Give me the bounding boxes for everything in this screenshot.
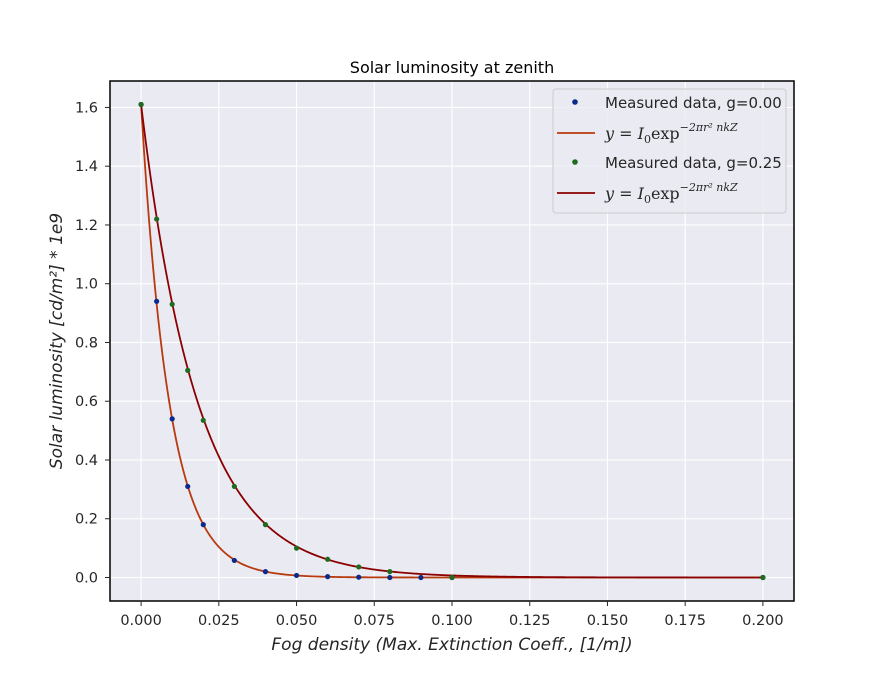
x-axis-ticks: 0.000 0.025 0.050 0.075 0.100 0.125 0.150 0.175… bbox=[120, 601, 784, 629]
data-point-2 bbox=[138, 101, 144, 108]
data-point-0 bbox=[293, 572, 300, 579]
formula-sup: −2πr² nkZ bbox=[680, 121, 738, 134]
legend-marker-g025 bbox=[572, 159, 578, 165]
formula-sub: 0 bbox=[644, 133, 651, 146]
y-tick-label: 1.0 bbox=[75, 277, 98, 293]
data-point-2 bbox=[387, 569, 393, 575]
formula-main: y = I bbox=[604, 184, 645, 203]
data-point-0 bbox=[356, 574, 362, 580]
y-axis-ticks: 0.0 0.2 0.4 0.6 0.8 1.0 1.2 1.4 1.6 bbox=[75, 100, 110, 586]
y-tick-label: 1.6 bbox=[75, 100, 98, 116]
x-tick-label: 0.175 bbox=[664, 613, 706, 629]
x-tick-label: 0.200 bbox=[742, 613, 784, 629]
y-tick-label: 1.2 bbox=[75, 218, 98, 234]
y-axis-label: Solar luminosity [cd/m²] * 1e9 bbox=[47, 213, 67, 469]
data-point-0 bbox=[387, 574, 393, 581]
formula-sub: 0 bbox=[644, 193, 651, 206]
legend-formula-g025: y = I0exp−2πr² nkZ bbox=[604, 181, 738, 206]
data-points bbox=[138, 101, 766, 581]
y-tick-label: 0.6 bbox=[75, 394, 98, 410]
x-axis-label: Fog density (Max. Extinction Coeff., [1/… bbox=[271, 635, 632, 655]
data-point-0 bbox=[154, 298, 160, 304]
data-point-2 bbox=[262, 522, 269, 528]
legend-label-g000: Measured data, g=0.00 bbox=[605, 94, 782, 112]
legend-label-g025: Measured data, g=0.25 bbox=[605, 154, 782, 172]
y-tick-label: 1.4 bbox=[75, 159, 98, 175]
data-point-0 bbox=[200, 522, 206, 528]
data-point-0 bbox=[325, 574, 331, 580]
legend-formula-g000: y = I0exp−2πr² nkZ bbox=[604, 121, 738, 146]
x-tick-label: 0.150 bbox=[587, 613, 629, 629]
formula-main: y = I bbox=[604, 124, 645, 143]
data-point-0 bbox=[185, 483, 191, 490]
data-point-2 bbox=[760, 574, 766, 581]
data-point-2 bbox=[200, 417, 206, 423]
legend-marker-g000 bbox=[572, 99, 578, 105]
y-tick-label: 0.4 bbox=[75, 453, 98, 469]
data-point-0 bbox=[418, 574, 424, 581]
formula-exp: exp bbox=[651, 184, 680, 203]
data-point-0 bbox=[231, 557, 237, 564]
y-tick-label: 0.2 bbox=[75, 512, 98, 528]
x-tick-label: 0.075 bbox=[354, 613, 396, 629]
data-point-2 bbox=[169, 301, 175, 307]
y-tick-label: 0.0 bbox=[75, 570, 98, 586]
y-tick-label: 0.8 bbox=[75, 335, 98, 351]
data-point-2 bbox=[293, 545, 300, 551]
data-point-0 bbox=[262, 569, 269, 575]
chart-title: Solar luminosity at zenith bbox=[350, 58, 554, 77]
x-tick-label: 0.100 bbox=[431, 613, 473, 629]
x-tick-label: 0.025 bbox=[198, 613, 240, 629]
data-point-0 bbox=[169, 416, 175, 422]
data-point-2 bbox=[325, 556, 331, 562]
formula-exp: exp bbox=[651, 124, 680, 143]
x-tick-label: 0.000 bbox=[120, 613, 162, 629]
legend: Measured data, g=0.00 y = I0exp−2πr² nkZ… bbox=[552, 88, 787, 214]
legend-box bbox=[552, 88, 787, 214]
data-point-2 bbox=[154, 216, 160, 222]
formula-sup: −2πr² nkZ bbox=[680, 181, 738, 194]
data-point-2 bbox=[231, 483, 237, 490]
data-point-2 bbox=[185, 367, 191, 373]
data-point-2 bbox=[356, 564, 362, 570]
x-tick-label: 0.050 bbox=[276, 613, 318, 629]
data-point-2 bbox=[449, 574, 455, 581]
x-tick-label: 0.125 bbox=[509, 613, 551, 629]
